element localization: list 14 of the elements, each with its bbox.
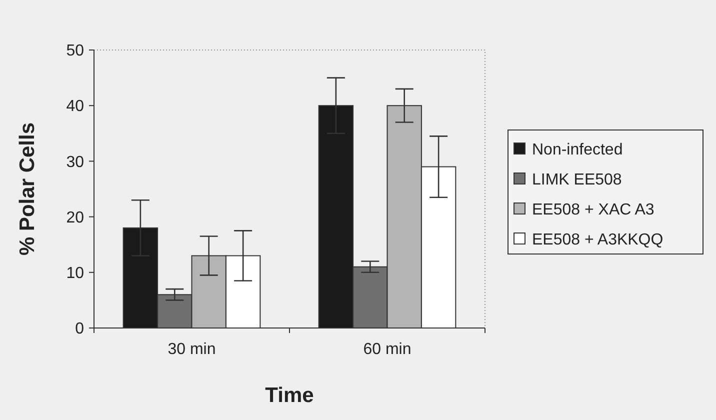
- y-tick-label: 10: [66, 265, 84, 282]
- x-axis-title: Time: [265, 384, 314, 407]
- legend-label: LIMK EE508: [532, 172, 622, 189]
- y-tick-label: 0: [75, 320, 84, 338]
- y-tick-label: 30: [66, 154, 84, 171]
- legend-label: EE508 + XAC A3: [532, 202, 654, 219]
- legend-label: EE508 + A3KKQQ: [532, 232, 664, 249]
- y-tick-label: 20: [66, 209, 84, 226]
- y-tick-label: 40: [66, 98, 84, 116]
- y-axis-title: % Polar Cells: [16, 122, 39, 256]
- y-tick-label: 50: [66, 42, 84, 60]
- legend-label: Non-infected: [532, 142, 623, 159]
- x-tick-label: 60 min: [363, 341, 412, 358]
- x-tick-label: 30 min: [168, 341, 216, 358]
